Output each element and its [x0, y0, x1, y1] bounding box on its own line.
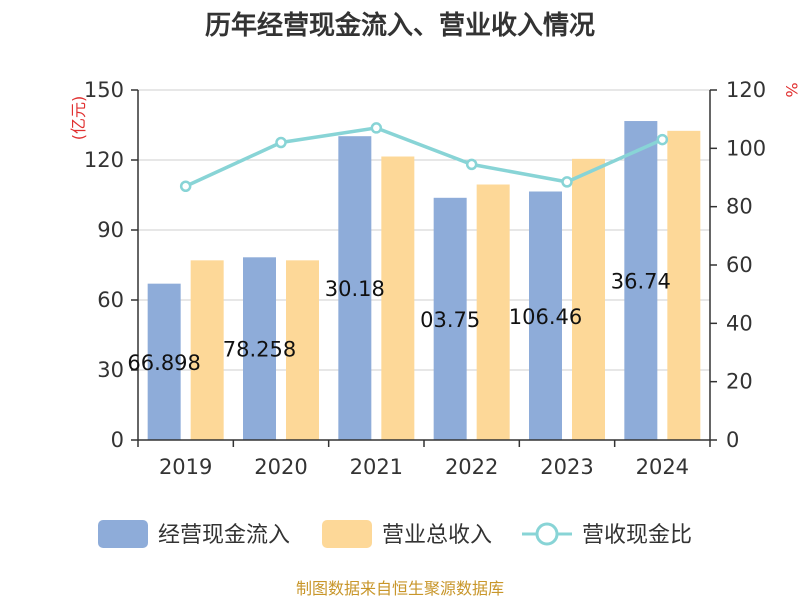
y-left-tick-label: 150 [84, 78, 124, 102]
y-right-unit: % [782, 82, 800, 97]
y-right-tick-label: 20 [726, 370, 753, 394]
bar-cash-inflow [433, 197, 467, 440]
data-label-cash-inflow: 03.75 [420, 308, 480, 332]
bar-revenue [286, 260, 319, 440]
data-labels: 66.898 78.258 30.18 03.75 106.46 36.74 [127, 270, 670, 375]
x-tick-label: 2023 [540, 455, 593, 479]
bar-cash-inflow [147, 283, 181, 440]
line-ratio [184, 126, 664, 188]
x-tick-label: 2021 [350, 455, 403, 479]
legend-swatch-cash-inflow [98, 520, 148, 548]
y-right-tick-label: 40 [726, 311, 753, 335]
bar-revenue [476, 184, 510, 440]
x-tick-label: 2019 [159, 455, 212, 479]
x-tick-label: 2020 [254, 455, 307, 479]
x-tick-label: 2024 [636, 455, 689, 479]
bar-cash-inflow [243, 257, 276, 440]
y-left-tick-label: 0 [111, 428, 124, 452]
y-left-tick-label: 120 [84, 148, 124, 172]
x-tick-label: 2022 [445, 455, 498, 479]
point-ratio [370, 122, 383, 134]
point-ratio [656, 133, 669, 146]
legend-swatch-revenue [322, 520, 372, 548]
bar-cash-inflow [338, 136, 372, 440]
data-label-cash-inflow: 78.258 [223, 338, 296, 362]
bar-revenue [381, 156, 415, 440]
data-label-cash-inflow: 66.898 [127, 351, 200, 375]
legend-label-revenue: 营业总收入 [382, 523, 492, 548]
bar-revenue [190, 260, 224, 440]
y-left-tick-label: 60 [97, 288, 124, 312]
legend: 经营现金流入 营业总收入 营收现金比 [98, 520, 692, 548]
point-ratio [179, 180, 192, 192]
y-left-tick-label: 90 [97, 218, 124, 242]
chart-title: 历年经营现金流入、营业收入情况 [205, 10, 595, 41]
legend-label-ratio: 营收现金比 [582, 523, 692, 548]
legend-marker-ratio [535, 522, 559, 546]
axes: 0 30 60 90 120 150 0 20 40 60 80 100 120 2019 2020 2021… [84, 78, 766, 479]
legend-label-cash-inflow: 经营现金流入 [158, 523, 290, 548]
data-label-cash-inflow: 106.46 [509, 305, 582, 329]
bar-revenue [572, 158, 605, 441]
y-right-tick-label: 0 [726, 428, 739, 452]
bar-cash-inflow [529, 191, 562, 440]
y-right-tick-label: 120 [726, 78, 766, 102]
point-ratio [465, 158, 478, 171]
y-right-tick-label: 100 [726, 136, 766, 160]
bar-revenue [667, 130, 701, 441]
source-note: 制图数据来自恒生聚源数据库 [296, 579, 504, 598]
bars [147, 121, 701, 441]
y-left-unit: (亿元) [69, 96, 88, 141]
bar-cash-inflow [624, 121, 658, 441]
data-label-cash-inflow: 30.18 [325, 277, 385, 301]
y-right-tick-label: 80 [726, 195, 753, 219]
line-series [179, 122, 669, 192]
point-ratio [561, 176, 573, 188]
y-right-tick-label: 60 [726, 253, 753, 277]
y-left-tick-label: 30 [97, 358, 124, 382]
point-ratio [275, 136, 287, 149]
data-label-cash-inflow: 36.74 [611, 270, 671, 294]
